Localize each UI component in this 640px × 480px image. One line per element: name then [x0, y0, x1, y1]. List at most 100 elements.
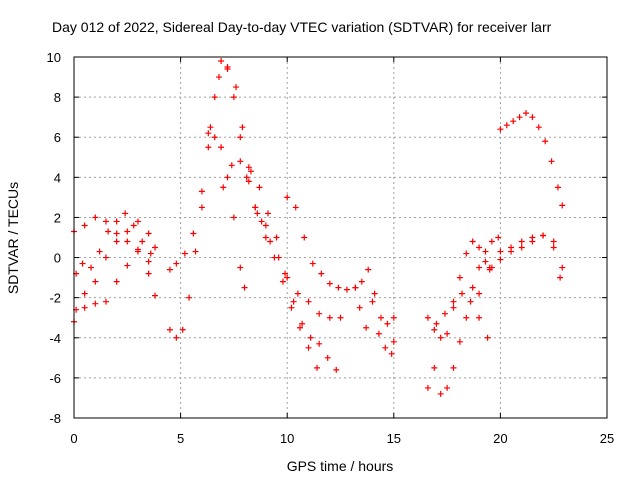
data-point	[375, 330, 382, 337]
data-point	[124, 262, 131, 269]
data-point	[456, 274, 463, 281]
data-point	[179, 326, 186, 333]
data-point	[384, 320, 391, 327]
data-point	[124, 228, 131, 235]
data-point	[152, 244, 159, 251]
data-point	[173, 334, 180, 341]
y-tick-label: 10	[47, 50, 61, 65]
data-point	[181, 250, 188, 257]
data-point	[92, 300, 99, 307]
data-point	[81, 304, 88, 311]
x-tick-label: 20	[493, 431, 507, 446]
data-point	[292, 204, 299, 211]
data-point	[463, 314, 470, 321]
series-track-7	[207, 64, 344, 321]
y-tick-labels: -8 -6 -4 -2 0 2 4 6 8 10	[47, 50, 61, 426]
data-point	[271, 254, 278, 261]
data-point	[139, 238, 146, 245]
data-point	[237, 158, 244, 165]
data-point	[469, 284, 476, 291]
y-tick-label: -6	[49, 371, 61, 386]
data-point	[335, 284, 342, 291]
data-point	[441, 310, 448, 317]
data-point	[273, 234, 280, 241]
data-point	[559, 264, 566, 271]
data-point	[518, 244, 525, 251]
data-point	[333, 366, 340, 373]
data-point	[363, 324, 370, 331]
data-point	[145, 258, 152, 265]
data-point	[166, 326, 173, 333]
data-point	[557, 274, 564, 281]
data-point	[488, 238, 495, 245]
data-point	[486, 266, 493, 273]
data-point	[96, 248, 103, 255]
data-point	[326, 314, 333, 321]
data-point	[113, 238, 120, 245]
data-point	[431, 326, 438, 333]
y-tick-label: -2	[49, 291, 61, 306]
data-point	[518, 238, 525, 245]
data-point	[230, 94, 237, 101]
data-point	[352, 284, 359, 291]
series-track-10	[284, 194, 359, 293]
data-point	[267, 238, 274, 245]
data-point	[205, 144, 212, 151]
series-track-16	[476, 232, 566, 297]
data-point	[220, 184, 227, 191]
data-point	[529, 238, 536, 245]
data-point	[424, 384, 431, 391]
x-tick-label: 15	[387, 431, 401, 446]
data-point	[382, 344, 389, 351]
data-point	[467, 298, 474, 305]
data-point	[211, 134, 218, 141]
data-point	[147, 250, 154, 257]
series-track-15	[433, 290, 491, 341]
data-point	[230, 214, 237, 221]
data-point	[254, 210, 261, 217]
series-track-18	[497, 110, 566, 209]
data-point	[113, 218, 120, 225]
data-point	[102, 254, 109, 261]
data-point	[113, 230, 120, 237]
data-point	[296, 324, 303, 331]
data-point	[378, 314, 385, 321]
data-point	[284, 274, 291, 281]
series-track-12	[356, 298, 397, 357]
data-point	[173, 260, 180, 267]
data-point	[476, 244, 483, 251]
data-point	[262, 222, 269, 229]
data-point	[450, 304, 457, 311]
data-point	[463, 250, 470, 257]
data-point	[192, 248, 199, 255]
series-track-5	[166, 58, 269, 273]
data-point	[550, 238, 557, 245]
data-point	[433, 320, 440, 327]
data-point	[198, 204, 205, 211]
data-point	[122, 210, 129, 217]
data-point	[301, 234, 308, 241]
data-point	[482, 248, 489, 255]
data-point	[476, 290, 483, 297]
data-point	[424, 314, 431, 321]
series-track-13	[424, 234, 502, 397]
data-point	[245, 164, 252, 171]
data-point	[390, 314, 397, 321]
data-point	[390, 338, 397, 345]
plot-frame	[73, 56, 608, 419]
data-point	[145, 270, 152, 277]
series-track-2	[71, 218, 159, 325]
y-tick-label: 6	[54, 130, 61, 145]
data-point	[540, 232, 547, 239]
data-point	[337, 314, 344, 321]
data-point	[198, 188, 205, 195]
data-point	[476, 264, 483, 271]
data-point	[444, 384, 451, 391]
data-point	[522, 110, 529, 117]
x-axis-label: GPS time / hours	[287, 458, 394, 474]
series-track-6	[166, 130, 248, 341]
data-point	[495, 234, 502, 241]
x-tick-label: 5	[177, 431, 184, 446]
data-point	[550, 244, 557, 251]
